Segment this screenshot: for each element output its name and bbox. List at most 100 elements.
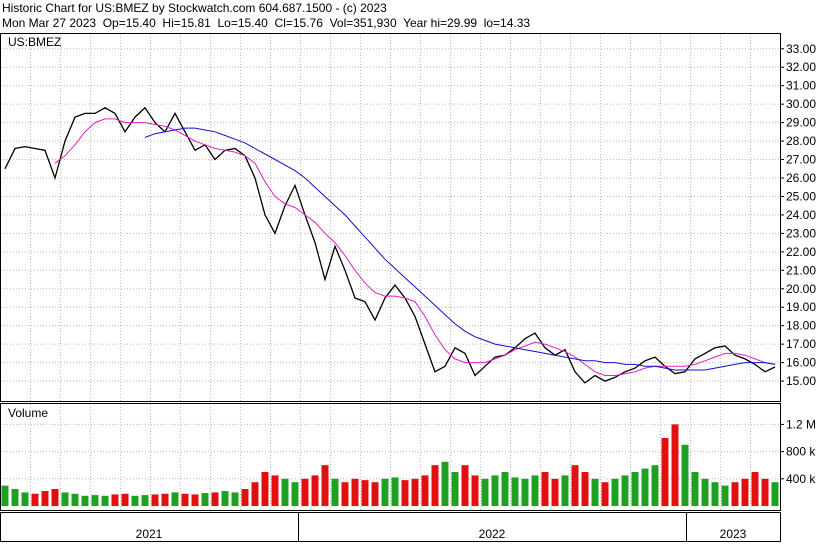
volume-bar	[251, 482, 259, 506]
volume-bar	[501, 472, 509, 506]
volume-bar	[551, 478, 559, 506]
volume-bar	[671, 424, 679, 506]
y-tick-label: 22.00	[786, 245, 816, 259]
volume-bar	[351, 478, 359, 506]
volume-bar	[771, 482, 779, 506]
y-tick-label: 30.00	[786, 97, 816, 111]
volume-bar	[151, 494, 159, 506]
price-panel	[0, 33, 781, 402]
volume-bar	[591, 478, 599, 506]
y-tick-label: 24.00	[786, 208, 816, 222]
volume-bar	[261, 472, 269, 506]
volume-bar	[211, 492, 219, 506]
volume-bar	[741, 478, 749, 506]
volume-bar	[421, 475, 429, 506]
x-tick-label: 2021	[136, 527, 163, 541]
volume-bar	[81, 495, 89, 506]
volume-bar	[371, 482, 379, 506]
moving-average	[144, 127, 776, 371]
volume-bar	[51, 489, 59, 506]
symbol-label: US:BMEZ	[8, 35, 61, 49]
volume-bar	[121, 493, 129, 506]
y-tick-label: 23.00	[786, 226, 816, 240]
volume-bar	[191, 494, 199, 506]
volume-bar	[721, 485, 729, 506]
volume-bar	[571, 465, 579, 506]
volume-panel	[0, 403, 781, 511]
volume-bar	[361, 480, 369, 506]
y-tick-label: 32.00	[786, 60, 816, 74]
volume-bar	[321, 465, 329, 506]
y-tick-label: 27.00	[786, 153, 816, 167]
volume-bar	[1, 485, 9, 506]
volume-bar	[231, 492, 239, 506]
volume-bar	[711, 482, 719, 506]
volume-bar	[91, 495, 99, 506]
volume-bar	[681, 444, 689, 506]
y-tick-label: 16.00	[786, 356, 816, 370]
volume-bar	[451, 472, 459, 506]
volume-bar	[141, 495, 149, 506]
volume-bar	[31, 493, 39, 506]
volume-bar	[341, 482, 349, 506]
volume-bar	[71, 493, 79, 506]
y-tick-label: 21.00	[786, 263, 816, 277]
volume-bar	[201, 493, 209, 506]
volume-bar	[221, 491, 229, 506]
volume-bar	[461, 465, 469, 506]
volume-bar	[641, 468, 649, 506]
volume-bar	[701, 478, 709, 506]
y-tick-label: 800 k	[786, 445, 816, 459]
volume-bar	[631, 472, 639, 506]
volume-bar	[181, 493, 189, 506]
y-tick-label: 31.00	[786, 79, 816, 93]
volume-bar	[41, 491, 49, 506]
volume-bar	[111, 494, 119, 506]
volume-bar	[171, 492, 179, 506]
time-axis	[0, 512, 781, 542]
y-tick-label: 400 k	[786, 472, 816, 486]
volume-bar	[601, 482, 609, 506]
volume-bar	[611, 478, 619, 506]
y-tick-label: 18.00	[786, 319, 816, 333]
y-tick-label: 15.00	[786, 374, 816, 388]
volume-bar	[431, 465, 439, 506]
volume-bar	[331, 478, 339, 506]
price-line	[4, 106, 776, 384]
volume-bar	[751, 472, 759, 506]
volume-bar	[761, 478, 769, 506]
x-tick-label: 2022	[479, 527, 506, 541]
volume-bar	[661, 438, 669, 506]
volume-bar	[381, 478, 389, 506]
volume-bar	[491, 475, 499, 506]
volume-bar	[61, 492, 69, 506]
volume-bar	[401, 480, 409, 506]
volume-bar	[411, 478, 419, 506]
volume-bar	[471, 475, 479, 506]
volume-bar	[441, 461, 449, 506]
y-tick-label: 33.00	[786, 42, 816, 56]
volume-bar	[291, 482, 299, 506]
volume-bar	[281, 478, 289, 506]
volume-bar	[131, 495, 139, 506]
y-tick-label: 17.00	[786, 337, 816, 351]
volume-bar	[161, 493, 169, 506]
volume-bar	[241, 489, 249, 506]
y-tick-label: 25.00	[786, 189, 816, 203]
volume-bar	[391, 477, 399, 506]
header-line-2: Mon Mar 27 2023 Op=15.40 Hi=15.81 Lo=15.…	[2, 16, 530, 30]
volume-bar	[621, 475, 629, 506]
volume-bar	[481, 478, 489, 506]
volume-bar	[541, 472, 549, 506]
volume-bar	[521, 478, 529, 506]
volume-bar	[731, 482, 739, 506]
x-tick-label: 2023	[720, 527, 747, 541]
volume-label: Volume	[8, 406, 48, 420]
y-tick-label: 1.2 M	[786, 417, 816, 431]
y-tick-label: 20.00	[786, 282, 816, 296]
y-tick-label: 26.00	[786, 171, 816, 185]
volume-bar	[271, 475, 279, 506]
volume-bar	[101, 495, 109, 506]
